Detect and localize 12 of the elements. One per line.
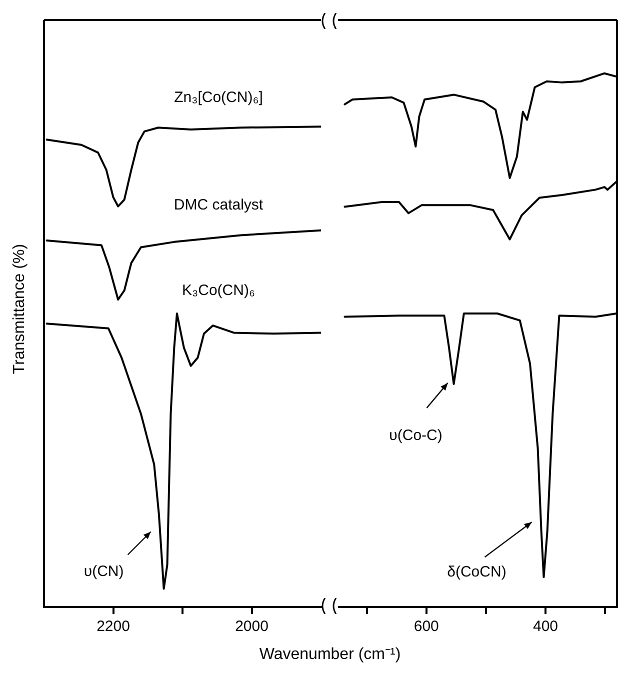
x-tick-label: 2000	[235, 618, 268, 636]
annotation: υ(CN)	[84, 562, 124, 580]
annotation: υ(Co-C)	[389, 427, 442, 444]
x-tick-label: 600	[414, 618, 439, 636]
x-tick-label: 400	[532, 618, 558, 636]
series-label: DMC catalyst	[174, 196, 264, 214]
series-label: Zn₃[Co(CN)₆]	[174, 88, 263, 106]
x-tick-label: 2200	[96, 618, 130, 636]
annotation: δ(CoCN)	[447, 563, 506, 580]
y-axis-title: Transmittance (%)	[11, 242, 29, 376]
x-axis-title: Wavenumber (cm⁻¹)	[258, 645, 402, 664]
series-label: K₃Co(CN)₆	[182, 282, 256, 299]
